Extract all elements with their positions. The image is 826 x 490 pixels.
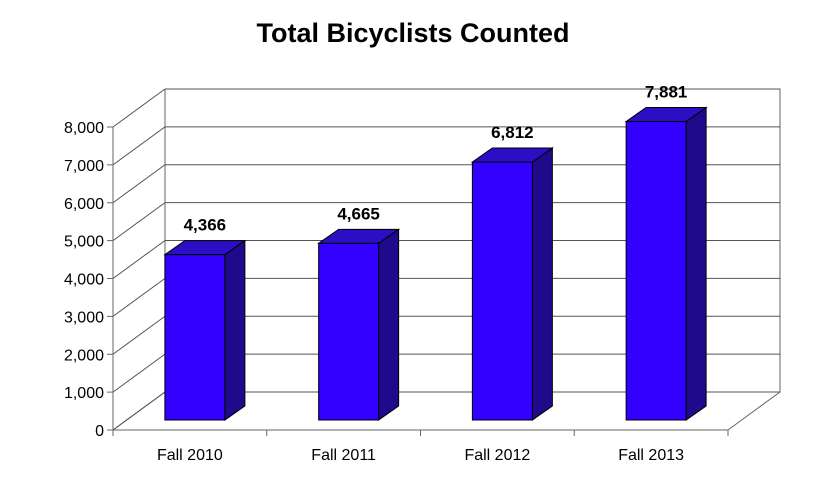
bar-side — [531, 147, 553, 421]
gridline-side — [112, 391, 166, 431]
x-category-label: Fall 2011 — [311, 447, 376, 464]
chart-title: Total Bicyclists Counted — [256, 18, 570, 48]
y-tick-label: 6,000 — [64, 196, 104, 213]
bar-side — [685, 106, 707, 421]
y-tick-label: 2,000 — [64, 347, 104, 364]
gridline-side — [112, 88, 166, 128]
bar-side — [378, 228, 400, 421]
x-category-label: Fall 2012 — [464, 447, 530, 464]
y-tick-label: 3,000 — [64, 309, 104, 326]
y-tick-label: 8,000 — [64, 120, 104, 137]
gridline-side — [112, 126, 166, 166]
bar — [318, 242, 380, 421]
y-tick-label: 7,000 — [64, 158, 104, 175]
y-tick-label: 0 — [95, 423, 104, 440]
chart-axes: 0 1,000 2,000 3,000 4,000 5,000 6,000 7,000 8,00… — [64, 120, 729, 440]
y-tick-label: 4,000 — [64, 272, 104, 289]
gridline-side — [112, 202, 166, 242]
bar — [164, 254, 226, 421]
gridline-side — [112, 277, 166, 317]
y-tick-label: 5,000 — [64, 234, 104, 251]
gridline-side — [112, 240, 166, 279]
chart-bars — [163, 106, 708, 421]
gridline-side — [112, 353, 166, 393]
y-tick-label: 1,000 — [64, 385, 104, 402]
bar — [625, 121, 687, 421]
bar — [471, 161, 533, 421]
data-label: 4,366 — [184, 216, 227, 235]
data-label: 6,812 — [491, 123, 534, 142]
gridline-side — [112, 315, 166, 355]
data-label: 7,881 — [645, 83, 688, 102]
x-category-label: Fall 2010 — [157, 447, 223, 464]
gridline-side — [112, 164, 166, 204]
data-label: 4,665 — [337, 204, 380, 223]
bar-side — [224, 239, 246, 421]
chart-labels: 4,366 Fall 2010 4,665 Fall 2011 6,812 Fall 20… — [157, 83, 687, 464]
x-category-label: Fall 2013 — [618, 447, 684, 464]
